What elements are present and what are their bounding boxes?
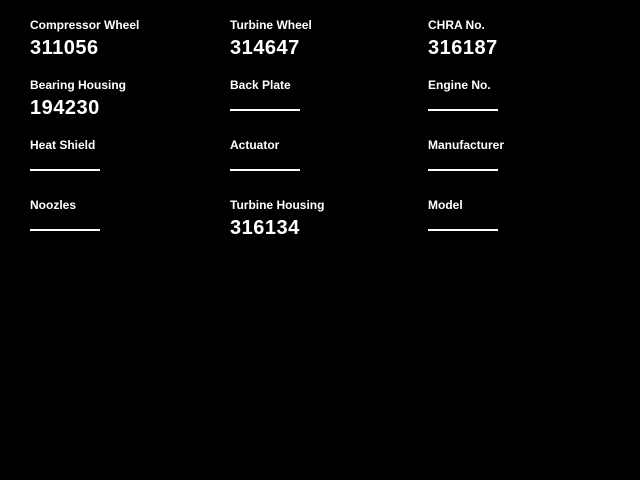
field-label: Back Plate	[230, 78, 291, 92]
field-actuator: Actuator	[230, 139, 420, 171]
field-label: Engine No.	[428, 78, 491, 92]
field-heat-shield: Heat Shield	[30, 139, 220, 171]
field-label: Heat Shield	[30, 138, 96, 152]
field-label: Bearing Housing	[30, 78, 127, 92]
field-turbine-housing: Turbine Housing 316134	[230, 199, 420, 238]
field-label: Compressor Wheel	[30, 18, 140, 32]
field-value[interactable]: 316187	[428, 37, 498, 59]
field-engine-no: Engine No.	[428, 79, 618, 111]
blank-entry-line[interactable]	[428, 169, 498, 171]
field-back-plate: Back Plate	[230, 79, 420, 111]
field-label: Turbine Housing	[230, 198, 325, 212]
field-label: Actuator	[230, 138, 280, 152]
blank-entry-line[interactable]	[428, 109, 498, 111]
blank-entry-line[interactable]	[30, 229, 100, 231]
field-manufacturer: Manufacturer	[428, 139, 618, 171]
field-label: CHRA No.	[428, 18, 485, 32]
blank-entry-line[interactable]	[230, 169, 300, 171]
field-value[interactable]: 194230	[30, 97, 100, 119]
field-noozles: Noozles	[30, 199, 220, 231]
field-value[interactable]: 314647	[230, 37, 300, 59]
blank-entry-line[interactable]	[30, 169, 100, 171]
field-chra-no: CHRA No. 316187	[428, 19, 618, 58]
field-turbine-wheel: Turbine Wheel 314647	[230, 19, 420, 58]
field-value[interactable]: 316134	[230, 217, 300, 239]
field-label: Noozles	[30, 198, 77, 212]
field-label: Manufacturer	[428, 138, 505, 152]
blank-entry-line[interactable]	[428, 229, 498, 231]
field-model: Model	[428, 199, 618, 231]
field-bearing-housing: Bearing Housing 194230	[30, 79, 220, 118]
field-label: Turbine Wheel	[230, 18, 312, 32]
field-compressor-wheel: Compressor Wheel 311056	[30, 19, 220, 58]
field-label: Model	[428, 198, 463, 212]
blank-entry-line[interactable]	[230, 109, 300, 111]
field-value[interactable]: 311056	[30, 37, 99, 59]
